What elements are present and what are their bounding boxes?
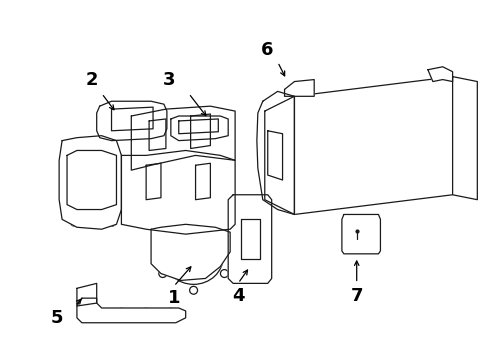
Ellipse shape bbox=[220, 236, 228, 244]
Ellipse shape bbox=[106, 141, 116, 150]
Ellipse shape bbox=[70, 216, 80, 226]
Ellipse shape bbox=[231, 200, 241, 210]
Polygon shape bbox=[241, 219, 259, 259]
Text: 4: 4 bbox=[231, 287, 244, 305]
Polygon shape bbox=[267, 131, 282, 180]
Polygon shape bbox=[228, 195, 271, 283]
Ellipse shape bbox=[221, 166, 229, 174]
Polygon shape bbox=[77, 298, 185, 323]
Ellipse shape bbox=[92, 308, 102, 318]
Polygon shape bbox=[111, 107, 153, 131]
Text: 5: 5 bbox=[51, 309, 63, 327]
Polygon shape bbox=[427, 67, 452, 82]
Ellipse shape bbox=[217, 133, 227, 143]
Polygon shape bbox=[131, 106, 235, 170]
Ellipse shape bbox=[116, 308, 126, 318]
Text: 1: 1 bbox=[167, 289, 180, 307]
Ellipse shape bbox=[189, 286, 197, 294]
Ellipse shape bbox=[436, 70, 444, 78]
Ellipse shape bbox=[265, 186, 273, 194]
Ellipse shape bbox=[220, 270, 228, 278]
Text: 7: 7 bbox=[350, 287, 362, 305]
Ellipse shape bbox=[159, 270, 166, 278]
Ellipse shape bbox=[221, 196, 229, 204]
Ellipse shape bbox=[81, 289, 89, 297]
Ellipse shape bbox=[106, 216, 116, 226]
Polygon shape bbox=[59, 136, 121, 229]
Ellipse shape bbox=[463, 93, 470, 100]
Ellipse shape bbox=[258, 269, 268, 278]
Polygon shape bbox=[284, 80, 314, 96]
Ellipse shape bbox=[163, 229, 223, 284]
Ellipse shape bbox=[231, 269, 241, 278]
Polygon shape bbox=[67, 150, 116, 210]
Ellipse shape bbox=[141, 308, 151, 318]
Text: 3: 3 bbox=[163, 71, 175, 89]
Polygon shape bbox=[195, 163, 210, 200]
Text: 2: 2 bbox=[85, 71, 98, 89]
Ellipse shape bbox=[189, 219, 197, 227]
Ellipse shape bbox=[137, 191, 145, 199]
Text: 6: 6 bbox=[260, 41, 272, 59]
Ellipse shape bbox=[463, 181, 470, 189]
Ellipse shape bbox=[299, 82, 308, 93]
Ellipse shape bbox=[159, 236, 166, 244]
Polygon shape bbox=[121, 150, 235, 234]
Ellipse shape bbox=[70, 141, 80, 150]
Polygon shape bbox=[146, 163, 161, 200]
Ellipse shape bbox=[137, 166, 145, 174]
Polygon shape bbox=[149, 119, 165, 150]
Polygon shape bbox=[264, 96, 294, 215]
Polygon shape bbox=[179, 119, 218, 134]
Polygon shape bbox=[341, 215, 380, 254]
Polygon shape bbox=[77, 283, 97, 306]
Polygon shape bbox=[452, 77, 476, 200]
Polygon shape bbox=[190, 114, 210, 148]
Polygon shape bbox=[97, 101, 166, 141]
Ellipse shape bbox=[171, 237, 215, 276]
Ellipse shape bbox=[265, 117, 273, 125]
Polygon shape bbox=[151, 224, 230, 280]
Ellipse shape bbox=[165, 308, 175, 318]
Polygon shape bbox=[170, 116, 228, 141]
Polygon shape bbox=[256, 91, 294, 215]
Ellipse shape bbox=[258, 200, 268, 210]
